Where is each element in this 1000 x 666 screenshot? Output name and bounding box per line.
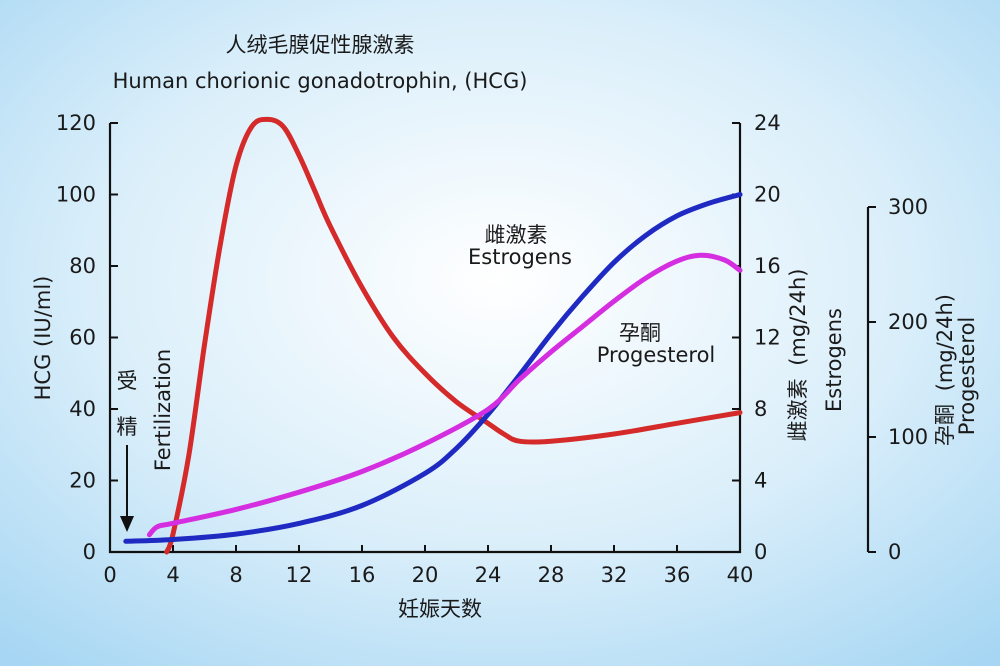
chart-title: 人绒毛膜促性腺激素 [226, 33, 415, 57]
progesterone-tick-label: 200 [888, 310, 928, 334]
progesterone-series-line [146, 252, 743, 538]
progesterone-axis-label-unit: (mg/24h) [933, 294, 957, 391]
estrogen-axis-label: 雌激素 (mg/24h) Estrogens [786, 269, 846, 442]
x-axis-ticks: 0 4 8 12 16 20 24 28 32 36 40 [103, 545, 753, 587]
progesterone-axis-ticks: 0 100 200 300 [868, 195, 928, 564]
x-tick-label: 12 [286, 563, 313, 587]
hcg-axis-label: HCG (IU/ml) [31, 276, 55, 401]
progesterone-axis-label: 孕酮 (mg/24h) Progesterol [933, 294, 979, 446]
x-tick-label: 28 [538, 563, 565, 587]
estrogen-series-label-cn: 雌激素 [485, 223, 548, 247]
progesterone-axis-label-en: Progesterol [955, 317, 979, 436]
x-tick-label: 16 [349, 563, 376, 587]
chart-subtitle: Human chorionic gonadotrophin, (HCG) [113, 69, 528, 93]
hcg-tick-label: 40 [69, 397, 96, 421]
hcg-tick-label: 120 [56, 111, 96, 135]
x-tick-label: 4 [166, 563, 179, 587]
hcg-tick-label: 60 [69, 326, 96, 350]
hcg-tick-label: 20 [69, 469, 96, 493]
hcg-series-line [164, 116, 743, 555]
estrogen-tick-label: 12 [754, 326, 781, 350]
progesterone-series-label-cn: 孕酮 [619, 321, 661, 345]
series-layer [123, 116, 743, 555]
x-tick-label: 32 [601, 563, 628, 587]
fertilization-label-en: Fertilization [151, 349, 175, 471]
x-axis-label: 妊娠天数 [398, 597, 482, 621]
hcg-tick-label: 0 [83, 540, 96, 564]
x-tick-label: 20 [412, 563, 439, 587]
estrogen-axis-label-cn: 雌激素 [786, 378, 810, 441]
x-tick-label: 24 [475, 563, 502, 587]
estrogen-tick-label: 4 [754, 469, 767, 493]
hcg-tick-label: 100 [56, 183, 96, 207]
estrogen-tick-label: 8 [754, 397, 767, 421]
fertilization-label-cn-2: 精 [117, 415, 138, 439]
progesterone-tick-label: 100 [888, 425, 928, 449]
x-tick-label: 8 [229, 563, 242, 587]
estrogen-tick-label: 16 [754, 254, 781, 278]
estrogen-series-label-en: Estrogens [468, 245, 572, 269]
progesterone-series-label-en: Progesterol [597, 343, 716, 367]
estrogen-tick-label: 20 [754, 183, 781, 207]
estrogen-tick-label: 0 [754, 540, 767, 564]
hcg-axis-ticks: 0 20 40 60 80 100 120 [56, 111, 118, 564]
fertilization-label-cn-1: 受 [117, 369, 138, 393]
progesterone-axis-label-cn: 孕酮 [933, 404, 957, 446]
svg-text:雌激素 (mg/24h): 雌激素 (mg/24h) [786, 269, 810, 442]
estrogen-axis-label-unit: (mg/24h) [786, 269, 810, 366]
estrogen-axis-ticks: 0 4 8 12 16 20 24 [732, 111, 781, 564]
x-tick-label: 0 [103, 563, 116, 587]
fertilization-arrow-head [120, 516, 134, 532]
x-tick-label: 36 [664, 563, 691, 587]
hcg-tick-label: 80 [69, 254, 96, 278]
progesterone-tick-label: 300 [888, 195, 928, 219]
estrogen-axis-label-en: Estrogens [822, 308, 846, 412]
svg-text:孕酮 (mg/24h): 孕酮 (mg/24h) [933, 294, 957, 446]
estrogen-tick-label: 24 [754, 111, 781, 135]
progesterone-tick-label: 0 [888, 540, 901, 564]
x-tick-label: 40 [727, 563, 754, 587]
